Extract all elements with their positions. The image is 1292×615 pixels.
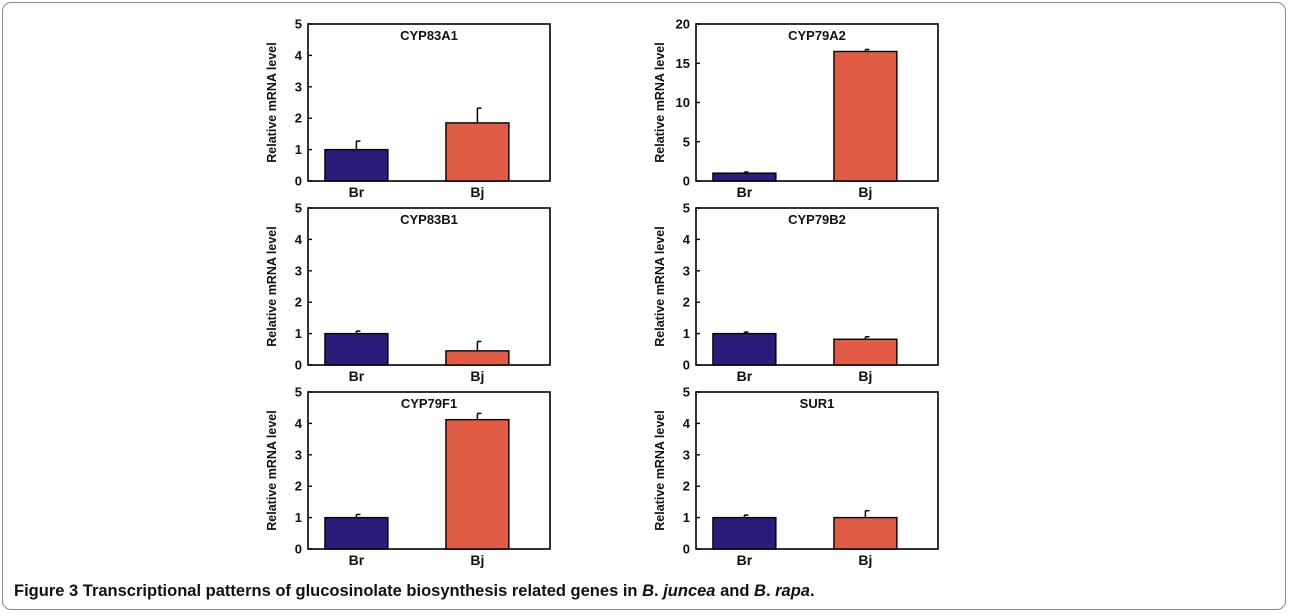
y-tick-label: 1 [295,326,302,341]
caption-dot: . [809,582,815,600]
chart-panel-cyp83b1: 0 1 2 3 4 5 Relative mRNA level CYP83B1 Br Bj [262,201,562,392]
x-tick-label: Bj [470,184,484,200]
x-tick-label: Br [349,184,365,200]
y-tick-label: 5 [295,201,302,216]
y-axis-label: Relative mRNA level [265,226,279,346]
x-tick-label: Br [737,368,753,384]
y-tick-label: 0 [295,358,302,373]
x-tick-label: Br [349,368,365,384]
y-tick-label: 0 [683,358,690,373]
bar-bj [833,50,898,182]
chart-svg: 0 5 10 15 20 Relative mRNA level CYP79A2 Br Bj [653,17,939,200]
x-tick-label: Bj [470,368,484,384]
chart-panel-cyp79f1: 0 1 2 3 4 5 Relative mRNA level CYP79F1 Br Bj [262,385,562,576]
y-tick-label: 2 [683,479,690,494]
plot-frame [307,207,551,366]
y-tick-label: 5 [683,134,690,149]
y-tick-label: 4 [295,416,303,431]
bar-br [324,516,389,550]
y-tick-label: 1 [683,510,690,525]
y-tick-label: 2 [683,295,690,310]
y-tick-label: 0 [683,174,690,189]
figure-caption: Figure 3 Transcriptional patterns of glu… [14,582,815,600]
y-tick-label: 1 [295,142,302,157]
y-tick-label: 2 [295,295,302,310]
y-tick-label: 15 [676,56,690,71]
caption-text: Transcriptional patterns of glucosinolat… [82,582,638,600]
y-axis-label: Relative mRNA level [265,42,279,162]
chart-svg: 0 1 2 3 4 5 Relative mRNA level CYP83B1 Br Bj [265,201,551,384]
y-axis-label: Relative mRNA level [653,410,667,530]
y-tick-label: 2 [295,479,302,494]
chart-svg: 0 1 2 3 4 5 Relative mRNA level CYP79F1 Br Bj [265,385,551,568]
y-tick-label: 2 [295,111,302,126]
y-tick-label: 5 [295,17,302,32]
chart-title: CYP79F1 [401,396,457,411]
y-tick-label: 1 [683,326,690,341]
chart-panel-cyp79a2: 0 5 10 15 20 Relative mRNA level CYP79A2 Br Bj [650,17,950,208]
chart-panel-cyp79b2: 0 1 2 3 4 5 Relative mRNA level CYP79B2 Br Bj [650,201,950,392]
y-tick-label: 10 [676,95,690,110]
x-tick-label: Bj [858,184,872,200]
y-tick-label: 3 [295,79,302,94]
bar-br [324,148,389,182]
y-tick-label: 3 [295,447,302,462]
plot-frame [695,391,939,550]
chart-svg: 0 1 2 3 4 5 Relative mRNA level CYP79B2 Br Bj [653,201,939,384]
y-axis-label: Relative mRNA level [265,410,279,530]
y-tick-label: 5 [295,385,302,400]
chart-svg: 0 1 2 3 4 5 Relative mRNA level CYP83A1 Br Bj [265,17,551,200]
chart-title: CYP79A2 [788,28,846,43]
plot-frame [307,391,551,550]
y-tick-label: 1 [295,510,302,525]
x-tick-label: Bj [858,552,872,568]
chart-title: CYP83B1 [400,212,458,227]
x-tick-label: Br [349,552,365,568]
caption-species-1-name: juncea [663,582,716,600]
y-tick-label: 3 [683,447,690,462]
chart-title: CYP83A1 [400,28,458,43]
bar-bj [445,350,510,366]
bar-bj [445,418,510,550]
y-tick-label: 20 [676,17,690,32]
caption-species-2-name: rapa [775,582,810,600]
y-tick-label: 0 [295,174,302,189]
plot-frame [307,23,551,182]
y-tick-label: 5 [683,201,690,216]
caption-species-2-prefix: B [754,582,766,600]
y-tick-label: 3 [295,263,302,278]
chart-title: SUR1 [800,396,835,411]
x-tick-label: Bj [470,552,484,568]
y-tick-label: 4 [295,48,303,63]
x-tick-label: Bj [858,368,872,384]
y-tick-label: 0 [683,542,690,557]
y-axis-label: Relative mRNA level [653,226,667,346]
bar-br [712,516,777,550]
bar-br [324,332,389,366]
caption-and: and [720,582,750,600]
y-axis-label: Relative mRNA level [653,42,667,162]
x-tick-label: Br [737,552,753,568]
bar-bj [833,338,898,366]
y-tick-label: 4 [295,232,303,247]
y-tick-label: 4 [683,232,691,247]
bar-br [712,172,777,182]
y-tick-label: 3 [683,263,690,278]
bar-br [712,332,777,366]
chart-panel-cyp83a1: 0 1 2 3 4 5 Relative mRNA level CYP83A1 Br Bj [262,17,562,208]
chart-title: CYP79B2 [788,212,846,227]
bar-bj [833,516,898,550]
plot-frame [695,23,939,182]
caption-label: Figure 3 [14,582,79,600]
bar-bj [445,122,510,182]
y-tick-label: 5 [683,385,690,400]
y-tick-label: 4 [683,416,691,431]
plot-frame [695,207,939,366]
chart-svg: 0 1 2 3 4 5 Relative mRNA level SUR1 Br Bj [653,385,939,568]
x-tick-label: Br [737,184,753,200]
chart-panel-sur1: 0 1 2 3 4 5 Relative mRNA level SUR1 Br Bj [650,385,950,576]
y-tick-label: 0 [295,542,302,557]
caption-species-1-prefix: B [642,582,655,600]
